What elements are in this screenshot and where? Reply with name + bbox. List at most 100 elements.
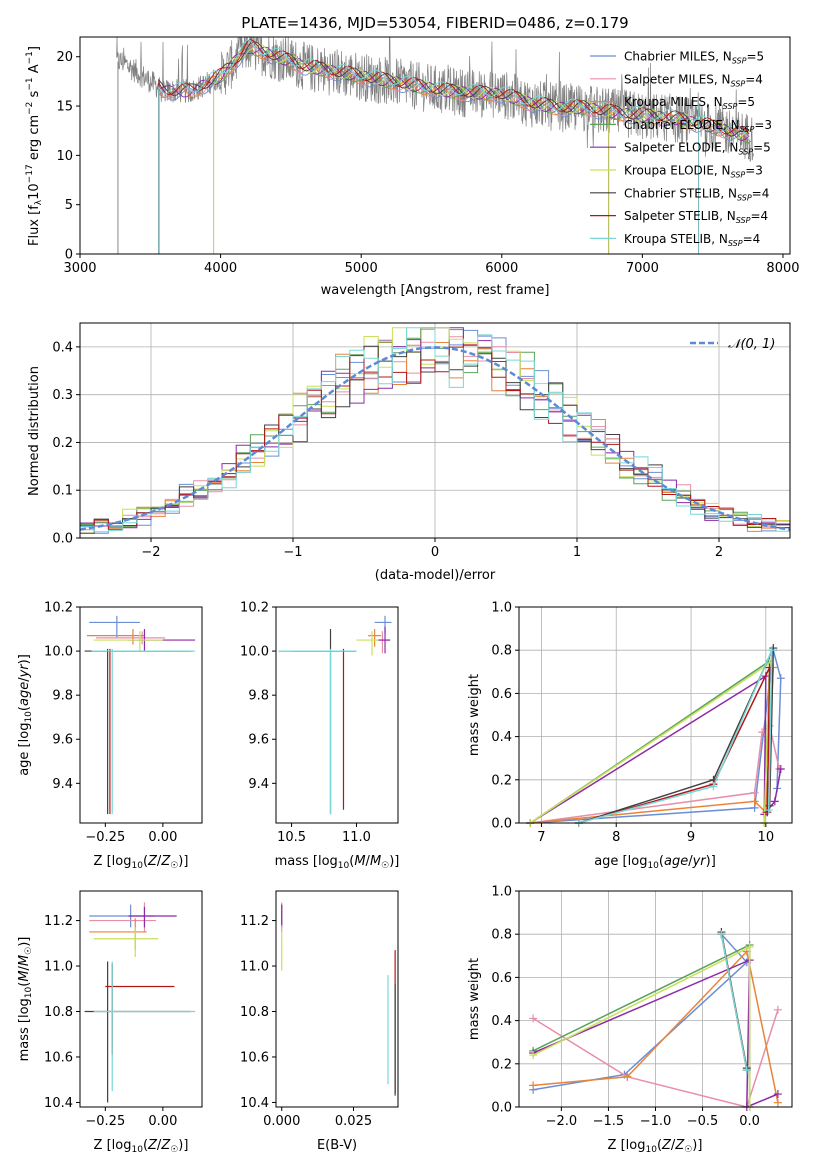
legend-label: Chabrier ELODIE, NSSP=3 (624, 118, 772, 134)
y-tick-label: 9.6 (52, 733, 73, 748)
x-tick-label: 4000 (204, 261, 237, 276)
weight-vs-age-ylabel: mass weight (467, 674, 482, 756)
weight-vs-Z-ylabel: mass weight (467, 958, 482, 1040)
x-tick-label: 8000 (766, 261, 799, 276)
weight-marker (709, 782, 718, 791)
x-tick-label: 0.00 (148, 830, 177, 845)
age-vs-mass-plot: 10.5 11.0 9.4 9.6 9.8 10.0 10.2 (240, 601, 392, 845)
spectrum-ylabel: Flux [fλ10−17 erg cm−2 s−1 A−1] (25, 46, 44, 246)
weight-marker (773, 1090, 782, 1099)
y-tick-label: 10.6 (240, 1050, 269, 1065)
y-tick-label: 11.2 (44, 914, 73, 929)
x-tick-label: 3000 (63, 261, 96, 276)
y-tick-label: 0.2 (52, 436, 73, 451)
x-tick-label: −1.5 (593, 1114, 625, 1129)
y-tick-label: 0.4 (52, 340, 73, 355)
weight-marker (767, 646, 776, 655)
y-tick-label: 9.8 (52, 689, 73, 704)
weight-series (578, 649, 773, 824)
y-tick-label: 0.6 (491, 971, 512, 986)
model-spectrum (158, 38, 750, 254)
mass-vs-ebv-xlabel: E(B-V) (317, 1138, 357, 1153)
x-tick-label: 7 (537, 830, 545, 845)
y-tick-label: 1.0 (491, 885, 512, 900)
weight-series (578, 647, 775, 824)
figure-title: PLATE=1436, MJD=53054, FIBERID=0486, z=0… (241, 14, 628, 32)
weight-marker (745, 943, 754, 952)
weight-series (578, 667, 771, 824)
x-tick-label: 0 (431, 545, 439, 560)
x-tick-label: 9 (687, 830, 695, 845)
weight-marker (529, 1014, 538, 1023)
x-tick-label: 1 (573, 545, 581, 560)
y-tick-label: 0.6 (491, 687, 512, 702)
age-vs-mass-xlabel: mass [log10(M/M☉)] (275, 854, 400, 871)
y-tick-label: 0.4 (491, 1014, 512, 1029)
weight-marker (769, 644, 778, 653)
y-tick-label: 0.1 (52, 484, 73, 499)
weight-vs-age-xlabel: age [log10(age/yr)] (594, 854, 716, 871)
x-tick-label: 0.00 (148, 1114, 177, 1129)
weight-marker (764, 806, 773, 815)
y-tick-label: 0.8 (491, 928, 512, 943)
weight-marker (742, 1066, 751, 1075)
age-vs-Z-ylabel: age [log10(age/yr)] (17, 654, 34, 776)
spectrum-panel: 3000 4000 5000 6000 7000 8000 0 5 10 15 20 wavelen… (25, 35, 800, 298)
y-tick-label: 10.6 (44, 1050, 73, 1065)
y-tick-label: 15 (56, 100, 73, 115)
residuals-panel: −2 −1 0 1 2 0.0 0.1 0.2 0.3 0.4 (data-model)/erro… (27, 322, 791, 583)
y-tick-label: 0.0 (52, 532, 73, 547)
spectrum-plot: 3000 4000 5000 6000 7000 8000 0 5 10 15 20 (56, 35, 800, 276)
weight-series (532, 1009, 779, 1108)
age-vs-mass-panel: 10.5 11.0 9.4 9.6 9.8 10.0 10.2 mass [log10(M/… (240, 601, 399, 872)
y-tick-label: 9.4 (248, 777, 269, 792)
x-tick-label: −1.0 (640, 1114, 672, 1129)
weight-marker (765, 663, 774, 672)
legend-label: Salpeter STELIB, NSSP=4 (624, 209, 768, 225)
spectrum-legend: Chabrier MILES, NSSP=5 Salpeter MILES, NS… (590, 50, 772, 248)
age-vs-Z-plot: −0.25 0.00 9.4 9.6 9.8 10.0 10.2 (44, 601, 196, 845)
age-vs-Z-xlabel: Z [log10(Z/Z☉)] (94, 854, 189, 871)
normal-legend-label: 𝒩(0, 1) (728, 337, 775, 352)
y-tick-label: 10.4 (240, 1096, 269, 1111)
x-tick-label: −2 (141, 545, 160, 560)
legend-label: Salpeter ELODIE, NSSP=5 (624, 141, 771, 157)
residual-histogram (79, 327, 790, 538)
y-tick-label: 10.0 (240, 645, 269, 660)
x-tick-label: 0.025 (335, 1114, 372, 1129)
mass-vs-Z-ylabel: mass [log10(M/M☉)] (17, 937, 34, 1062)
x-tick-label: −0.5 (687, 1114, 719, 1129)
weight-marker (776, 765, 785, 773)
spectrum-xlabel: wavelength [Angstrom, rest frame] (321, 283, 550, 298)
y-tick-label: 0 (65, 248, 73, 263)
y-tick-label: 11.0 (44, 960, 73, 975)
y-tick-label: 9.6 (248, 733, 269, 748)
weight-marker (717, 930, 726, 939)
x-tick-label: −0.25 (85, 1114, 125, 1129)
weight-marker (773, 1005, 782, 1014)
x-tick-label: 11.0 (342, 830, 371, 845)
y-tick-label: 20 (56, 50, 73, 65)
weight-vs-age-plot: 7 8 9 10 0.0 0.2 0.4 0.6 0.8 1.0 (491, 601, 792, 845)
x-tick-label: −1 (283, 545, 302, 560)
legend-label: Kroupa MILES, NSSP=5 (624, 95, 755, 111)
y-tick-label: 10.2 (240, 601, 269, 616)
x-tick-label: 2 (715, 545, 723, 560)
weight-marker (529, 1081, 538, 1090)
observed-spectrum (116, 35, 754, 162)
legend-label: Chabrier MILES, NSSP=5 (624, 50, 764, 66)
y-tick-label: 0.3 (52, 388, 73, 403)
residuals-xlabel: (data-model)/error (375, 568, 496, 583)
y-tick-label: 11.0 (240, 960, 269, 975)
mass-vs-Z-plot: −0.25 0.00 10.4 10.6 10.8 11.0 11.2 (44, 902, 196, 1129)
y-tick-label: 10.0 (44, 645, 73, 660)
x-tick-label: 8 (612, 830, 620, 845)
mass-vs-Z-panel: −0.25 0.00 10.4 10.6 10.8 11.0 11.2 mass [log1… (17, 890, 203, 1155)
legend-label: Kroupa ELODIE, NSSP=3 (624, 164, 763, 180)
mass-vs-Z-xlabel: Z [log10(Z/Z☉)] (94, 1138, 189, 1155)
y-tick-label: 0.0 (491, 817, 512, 832)
mass-vs-ebv-plot: 0.000 0.025 10.4 10.6 10.8 11.0 11.2 (240, 902, 396, 1129)
weight-series (532, 933, 748, 1091)
weight-vs-Z-plot: −2.0 −1.5 −1.0 −0.5 0.0 0.0 0.2 0.4 0.6 0.8 1.0 (491, 885, 792, 1129)
